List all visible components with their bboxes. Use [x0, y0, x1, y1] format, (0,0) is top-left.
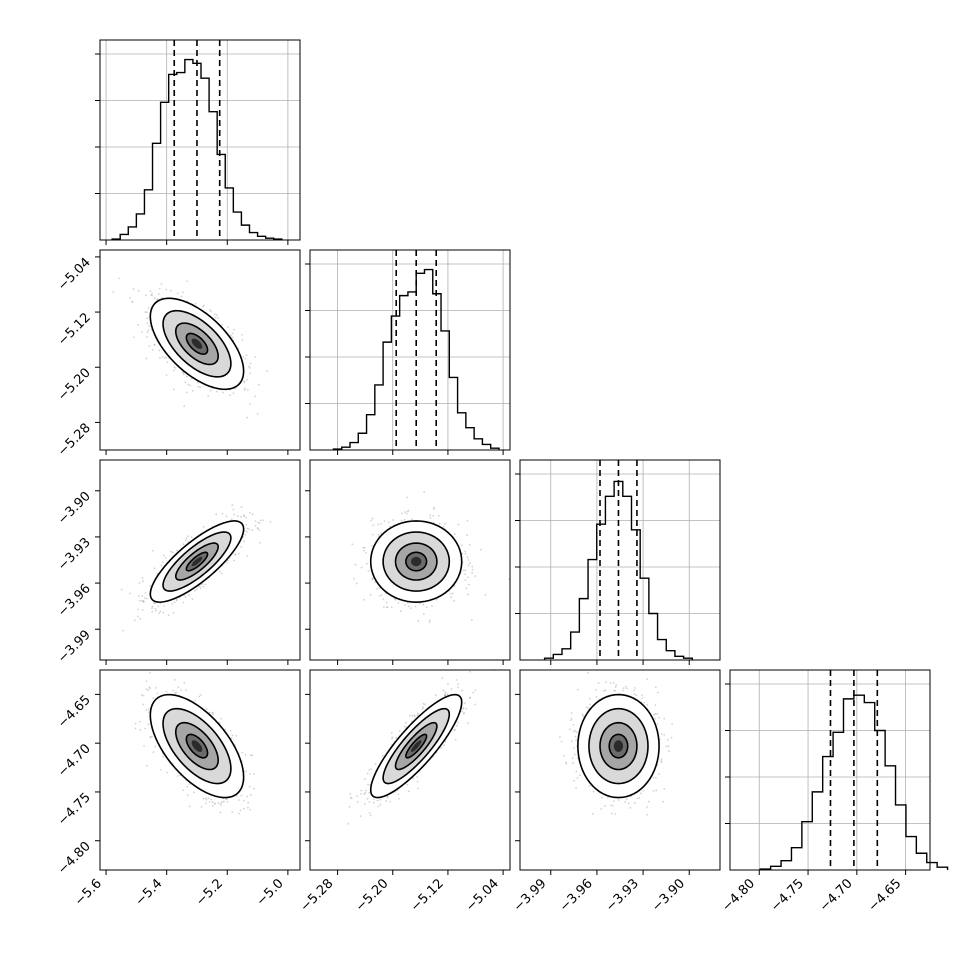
density-contour — [394, 721, 438, 771]
density-contour — [394, 542, 438, 581]
density-fill — [191, 556, 203, 567]
x-tick-label: −5.04 — [463, 876, 502, 915]
panel-frame — [729, 669, 931, 871]
density-contour — [382, 707, 451, 785]
x-tick-label: −3.96 — [557, 876, 596, 915]
histogram-steps — [759, 694, 949, 870]
density-contour — [608, 733, 629, 759]
panel-frame — [99, 39, 301, 241]
x-tick-label: −5.2 — [193, 876, 226, 909]
density-panel-2-1 — [309, 459, 511, 661]
y-tick-label: −3.90 — [55, 489, 94, 528]
y-tick-label: −4.65 — [55, 693, 94, 732]
x-tick-label: −3.90 — [649, 876, 688, 915]
x-tick-label: −4.75 — [768, 876, 807, 915]
density-contour — [174, 721, 219, 771]
density-contour — [185, 332, 209, 355]
y-tick-label: −4.75 — [55, 790, 94, 829]
x-tick-label: −4.65 — [866, 876, 905, 915]
density-contour — [162, 707, 232, 785]
y-tick-label: −5.20 — [55, 365, 94, 404]
x-tick-label: −5.6 — [72, 876, 105, 909]
y-tick-label: −4.80 — [55, 839, 94, 878]
histogram-panel-0 — [95, 39, 301, 241]
density-contour — [369, 693, 463, 799]
density-fill — [411, 556, 422, 567]
y-tick-label: −3.93 — [55, 535, 94, 574]
density-fill — [411, 740, 422, 752]
y-tick-label: −3.96 — [55, 581, 94, 620]
panel-frame — [99, 669, 301, 871]
density-panel-3-1 — [309, 669, 511, 871]
x-tick-label: −5.20 — [353, 876, 392, 915]
density-contour — [405, 733, 428, 759]
y-tick-label: −5.12 — [55, 310, 94, 349]
x-tick-label: −5.4 — [133, 876, 166, 909]
x-tick-label: −5.12 — [408, 876, 447, 915]
density-panel-2-0 — [99, 459, 301, 661]
density-contour — [149, 520, 245, 603]
density-contour — [185, 551, 209, 572]
density-contour — [369, 520, 463, 603]
y-tick-label: −5.28 — [55, 421, 94, 460]
density-fill — [191, 338, 203, 349]
histogram-panel-1 — [305, 249, 511, 451]
density-contour — [185, 733, 209, 759]
density-contour — [599, 721, 638, 771]
y-tick-label: −5.04 — [55, 255, 94, 294]
panel-frame — [519, 669, 721, 871]
y-tick-label: −3.99 — [55, 627, 94, 666]
density-contour — [174, 542, 219, 581]
y-tick-label: −4.70 — [55, 741, 94, 780]
panel-frame — [99, 249, 301, 451]
panel-frame — [99, 459, 301, 661]
density-contour — [162, 531, 232, 592]
density-fill — [191, 740, 203, 752]
panel-frame — [309, 459, 511, 661]
density-panel-1-0 — [99, 249, 301, 451]
density-contour — [382, 531, 451, 592]
density-panel-3-2 — [519, 669, 721, 871]
density-contour — [149, 297, 245, 391]
x-tick-label: −4.80 — [719, 876, 758, 915]
density-contour — [588, 707, 649, 785]
x-tick-label: −3.99 — [511, 876, 550, 915]
x-tick-label: −3.93 — [603, 876, 642, 915]
panel-frame — [309, 669, 511, 871]
panel-background — [520, 460, 720, 660]
x-tick-label: −4.70 — [817, 876, 856, 915]
density-contour — [149, 693, 245, 799]
panel-background — [310, 250, 510, 450]
density-contour — [162, 309, 232, 378]
x-tick-label: −5.28 — [298, 876, 337, 915]
density-panel-3-0 — [99, 669, 301, 871]
x-tick-label: −5.0 — [254, 876, 287, 909]
histogram-panel-3 — [725, 669, 949, 871]
density-fill — [613, 740, 624, 752]
density-contour — [577, 693, 660, 799]
panel-background — [100, 40, 300, 240]
panel-frame — [309, 249, 511, 451]
histogram-panel-2 — [515, 459, 721, 661]
panel-frame — [519, 459, 721, 661]
density-contour — [405, 551, 428, 572]
density-contour — [174, 322, 219, 366]
